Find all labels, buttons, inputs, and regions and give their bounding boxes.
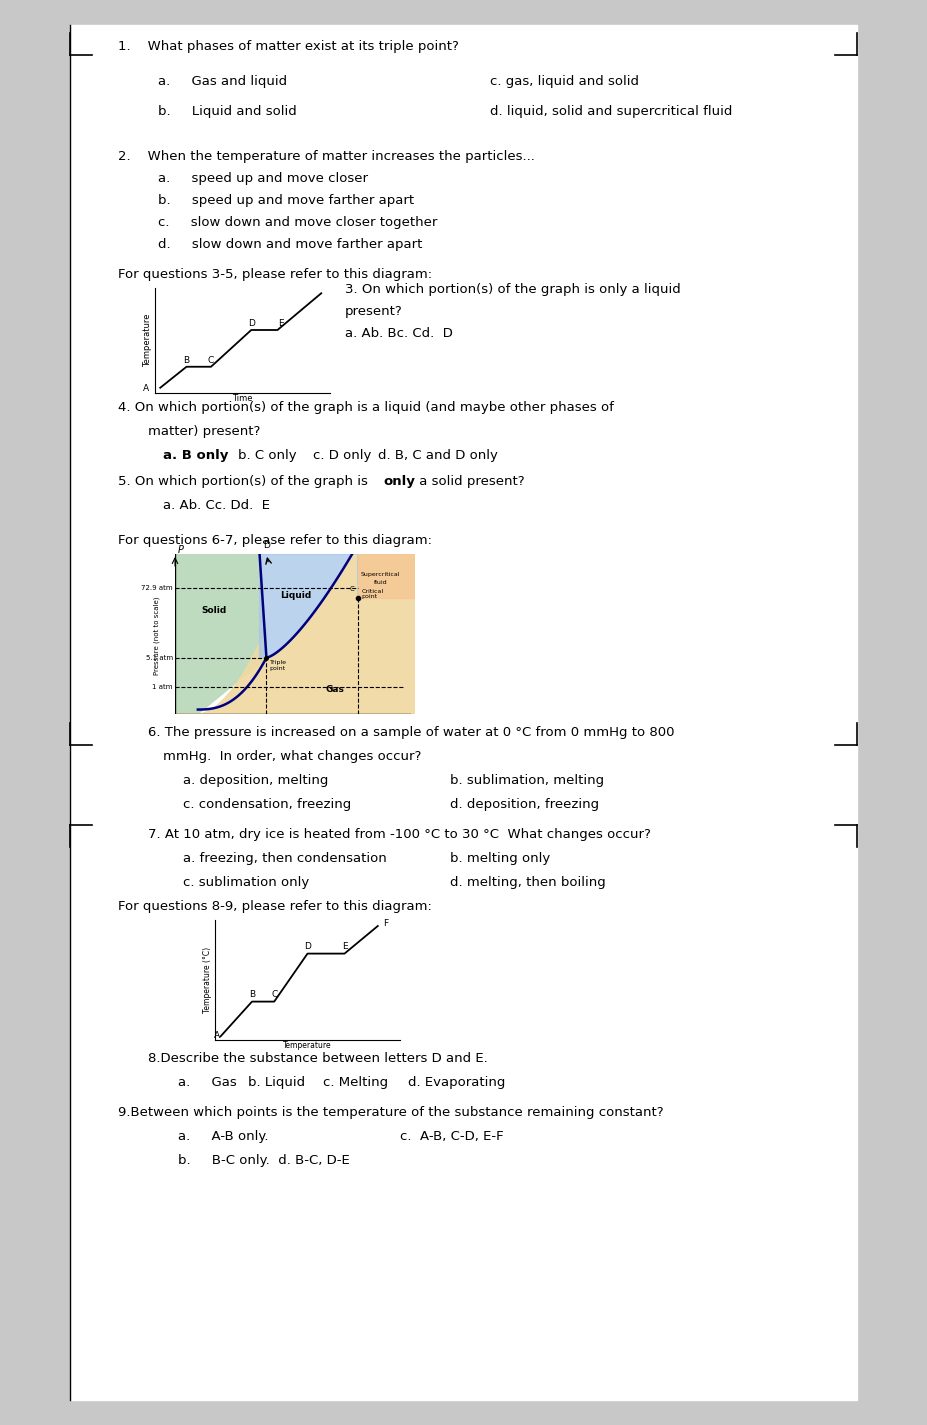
Polygon shape — [175, 544, 415, 714]
Text: D: D — [304, 942, 311, 950]
Text: b.     speed up and move farther apart: b. speed up and move farther apart — [158, 194, 414, 207]
Text: Supercritical: Supercritical — [361, 573, 400, 577]
Text: d. melting, then boiling: d. melting, then boiling — [450, 876, 605, 889]
Text: 7. At 10 atm, dry ice is heated from -100 °C to 30 °C  What changes occur?: 7. At 10 atm, dry ice is heated from -10… — [148, 828, 651, 841]
Text: A: A — [143, 383, 149, 393]
Text: Pressure (not to scale): Pressure (not to scale) — [154, 596, 160, 674]
Text: Gas: Gas — [325, 685, 345, 694]
Text: 2.    When the temperature of matter increases the particles...: 2. When the temperature of matter increa… — [118, 150, 535, 162]
Text: d. Evaporating: d. Evaporating — [408, 1076, 505, 1089]
Text: Triple: Triple — [270, 660, 286, 664]
Text: c. condensation, freezing: c. condensation, freezing — [183, 798, 351, 811]
X-axis label: Time: Time — [233, 395, 253, 403]
Text: a. deposition, melting: a. deposition, melting — [183, 774, 328, 787]
Text: point: point — [270, 665, 286, 671]
Polygon shape — [358, 554, 415, 598]
Text: D: D — [248, 319, 255, 328]
Text: Solid: Solid — [201, 606, 226, 616]
Text: b. sublimation, melting: b. sublimation, melting — [450, 774, 604, 787]
Text: 8.Describe the substance between letters D and E.: 8.Describe the substance between letters… — [148, 1052, 488, 1064]
Text: 3. On which portion(s) of the graph is only a liquid: 3. On which portion(s) of the graph is o… — [345, 284, 680, 296]
Text: c. Melting: c. Melting — [323, 1076, 388, 1089]
Text: mmHg.  In order, what changes occur?: mmHg. In order, what changes occur? — [163, 750, 422, 762]
Text: present?: present? — [345, 305, 402, 318]
Text: c. sublimation only: c. sublimation only — [183, 876, 310, 889]
Text: 1 atm: 1 atm — [152, 684, 172, 690]
Text: matter) present?: matter) present? — [148, 425, 260, 437]
Polygon shape — [175, 554, 266, 714]
Text: Critical: Critical — [362, 589, 384, 594]
Text: only: only — [383, 475, 415, 487]
Text: c.  A-B, C-D, E-F: c. A-B, C-D, E-F — [400, 1130, 503, 1143]
Text: b.     Liquid and solid: b. Liquid and solid — [158, 105, 297, 118]
Text: b. melting only: b. melting only — [450, 852, 551, 865]
Text: a.     Gas and liquid: a. Gas and liquid — [158, 76, 287, 88]
Text: C: C — [271, 990, 277, 999]
Text: 9.Between which points is the temperature of the substance remaining constant?: 9.Between which points is the temperatur… — [118, 1106, 664, 1119]
Text: For questions 3-5, please refer to this diagram:: For questions 3-5, please refer to this … — [118, 268, 432, 281]
Text: A: A — [214, 1032, 220, 1040]
Text: a. Ab. Cc. Dd.  E: a. Ab. Cc. Dd. E — [163, 499, 270, 512]
Text: a.     speed up and move closer: a. speed up and move closer — [158, 172, 368, 185]
Text: 5.1 atm: 5.1 atm — [146, 654, 172, 661]
Text: 4. On which portion(s) of the graph is a liquid (and maybe other phases of: 4. On which portion(s) of the graph is a… — [118, 400, 614, 415]
Text: E: E — [342, 942, 348, 950]
Text: b.     B-C only.  d. B-C, D-E: b. B-C only. d. B-C, D-E — [178, 1154, 349, 1167]
Text: C: C — [349, 586, 354, 591]
Text: P: P — [177, 544, 184, 554]
Text: 5. On which portion(s) of the graph is: 5. On which portion(s) of the graph is — [118, 475, 372, 487]
Text: E: E — [278, 319, 284, 328]
Text: C: C — [208, 356, 214, 365]
Text: 6. The pressure is increased on a sample of water at 0 °C from 0 mmHg to 800: 6. The pressure is increased on a sample… — [148, 725, 675, 740]
Text: a. B only: a. B only — [163, 449, 228, 462]
Text: a solid present?: a solid present? — [415, 475, 525, 487]
Text: d. B, C and D only: d. B, C and D only — [378, 449, 498, 462]
Text: 72.9 atm: 72.9 atm — [141, 586, 172, 591]
Text: c.     slow down and move closer together: c. slow down and move closer together — [158, 217, 438, 229]
Text: d.     slow down and move farther apart: d. slow down and move farther apart — [158, 238, 423, 251]
X-axis label: Temperature: Temperature — [283, 1042, 332, 1050]
Text: fluid: fluid — [374, 580, 387, 584]
Bar — [70, 26, 857, 1399]
Text: b. C only: b. C only — [238, 449, 297, 462]
Text: 1.    What phases of matter exist at its triple point?: 1. What phases of matter exist at its tr… — [118, 40, 459, 53]
Text: a.     Gas: a. Gas — [178, 1076, 236, 1089]
Text: b. Liquid: b. Liquid — [248, 1076, 305, 1089]
Text: a. Ab. Bc. Cd.  D: a. Ab. Bc. Cd. D — [345, 326, 453, 341]
Text: point: point — [362, 594, 377, 598]
Text: Liquid: Liquid — [281, 591, 311, 600]
Text: F: F — [383, 919, 387, 928]
Y-axis label: Temperature: Temperature — [144, 314, 152, 368]
Text: a. freezing, then condensation: a. freezing, then condensation — [183, 852, 387, 865]
Text: B: B — [184, 356, 189, 365]
Y-axis label: Temperature (°C): Temperature (°C) — [203, 948, 212, 1013]
Text: c. gas, liquid and solid: c. gas, liquid and solid — [490, 76, 639, 88]
Text: D: D — [263, 540, 270, 550]
Text: d. deposition, freezing: d. deposition, freezing — [450, 798, 599, 811]
Text: d. liquid, solid and supercritical fluid: d. liquid, solid and supercritical fluid — [490, 105, 732, 118]
Text: For questions 8-9, please refer to this diagram:: For questions 8-9, please refer to this … — [118, 901, 432, 913]
Text: c. D only: c. D only — [313, 449, 372, 462]
Text: For questions 6-7, please refer to this diagram:: For questions 6-7, please refer to this … — [118, 534, 432, 547]
Text: B: B — [249, 990, 255, 999]
Polygon shape — [260, 544, 358, 658]
Text: a.     A-B only.: a. A-B only. — [178, 1130, 269, 1143]
